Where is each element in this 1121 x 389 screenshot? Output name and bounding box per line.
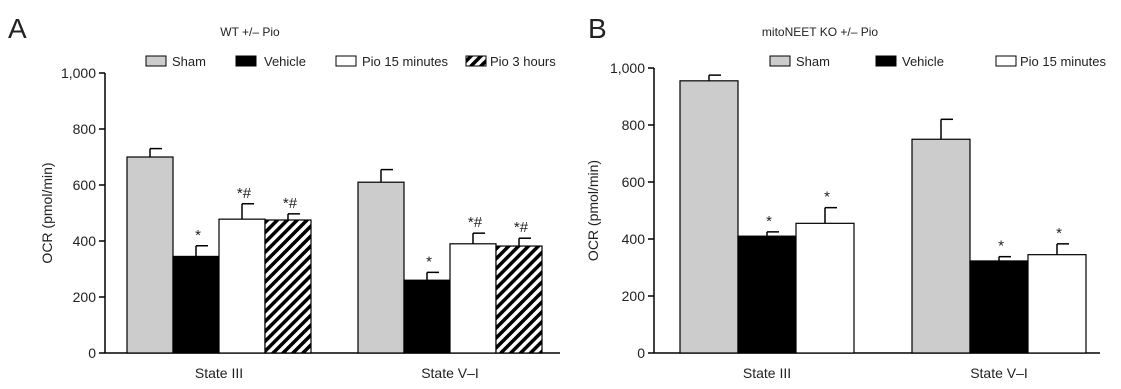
x-tick-label: State V–I	[421, 365, 479, 381]
y-tick-label: 0	[88, 345, 96, 361]
significance-label: *	[1056, 225, 1062, 242]
bar	[264, 219, 312, 354]
y-tick-label: 600	[622, 174, 646, 190]
y-tick-label: 1,000	[610, 60, 645, 76]
x-tick-label: State V–I	[970, 365, 1028, 381]
y-tick-label: 600	[73, 177, 97, 193]
bar	[403, 279, 451, 354]
significance-label: *#	[283, 195, 298, 212]
y-tick-label: 200	[73, 289, 97, 305]
legend-label: Pio 15 minutes	[362, 54, 448, 69]
significance-label: *	[426, 253, 432, 270]
bar	[969, 260, 1029, 354]
significance-label: *#	[468, 214, 483, 231]
significance-label: *	[195, 227, 201, 244]
y-tick-label: 1,000	[61, 65, 96, 81]
chart-title: mitoNEET KO +/– Pio	[762, 25, 878, 39]
significance-label: *	[998, 238, 1004, 255]
legend-label: Vehicle	[264, 54, 306, 69]
significance-label: *	[766, 213, 772, 230]
panel-letter: B	[588, 13, 607, 44]
significance-label: *	[824, 189, 830, 206]
y-tick-label: 800	[73, 121, 97, 137]
y-axis-label: OCR (pmol/min)	[39, 162, 55, 263]
panel-letter: A	[8, 13, 27, 44]
bar	[172, 255, 220, 354]
bar	[357, 181, 405, 354]
bar	[795, 222, 855, 354]
legend-swatch	[145, 55, 167, 67]
legend-label: Sham	[172, 54, 206, 69]
chart-title: WT +/– Pio	[220, 25, 280, 39]
bar	[679, 80, 739, 354]
x-tick-label: State III	[195, 365, 243, 381]
bar	[449, 243, 497, 354]
x-tick-label: State III	[743, 365, 791, 381]
y-tick-label: 400	[73, 233, 97, 249]
panel-a: A WT +/– Pio 0 200 400 600 800 1,000 OCR (pmol/m…	[8, 13, 560, 381]
y-tick-label: 0	[637, 345, 645, 361]
significance-label: *#	[514, 219, 529, 236]
bar	[126, 156, 174, 354]
legend-swatch	[235, 55, 257, 67]
bar	[218, 218, 266, 354]
legend-swatch	[335, 55, 357, 67]
bar	[737, 235, 797, 354]
legend-swatch	[995, 55, 1017, 67]
legend-label: Pio 3 hours	[490, 54, 556, 69]
legend-swatch	[465, 55, 487, 67]
legend-label: Pio 15 minutes	[1020, 54, 1106, 69]
bar	[911, 138, 971, 354]
y-tick-label: 400	[622, 231, 646, 247]
legend-label: Sham	[796, 54, 830, 69]
y-tick-label: 200	[622, 288, 646, 304]
bar	[1027, 254, 1087, 354]
y-axis-label: OCR (pmol/min)	[585, 160, 601, 261]
bar	[495, 245, 543, 354]
legend-swatch	[875, 55, 897, 67]
significance-label: *#	[237, 185, 252, 202]
legend-swatch	[769, 55, 791, 67]
legend-label: Vehicle	[902, 54, 944, 69]
y-tick-label: 800	[622, 117, 646, 133]
